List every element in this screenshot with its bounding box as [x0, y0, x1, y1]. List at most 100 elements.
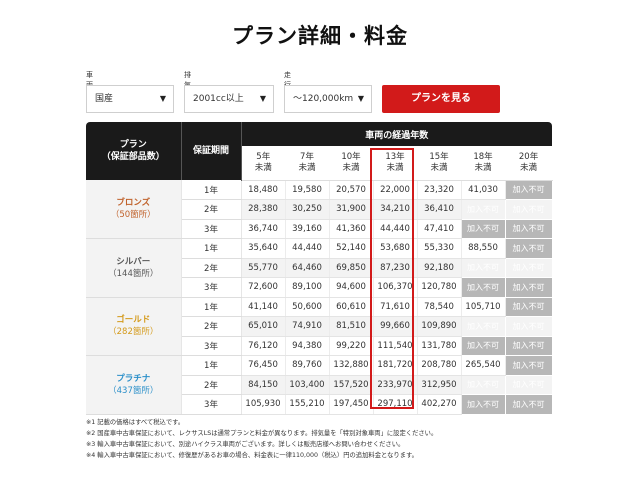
caret-down-icon: ▼	[259, 94, 266, 103]
page-title: プラン詳細・料金	[232, 24, 408, 48]
price-cell: 99,660	[373, 316, 418, 337]
price-cell: 30,250	[285, 199, 330, 220]
plan-name: プラチナ	[116, 373, 151, 384]
price-cell: 36,410	[417, 199, 462, 220]
period-header: 保証期間	[181, 122, 242, 180]
price-cell: 72,600	[241, 277, 286, 298]
price-cell: 92,180	[417, 258, 462, 278]
period-cell: 2年	[181, 316, 242, 337]
mileage-filter: 走行距離 ～120,000km ▼	[284, 70, 372, 113]
period-cell: 1年	[181, 297, 242, 317]
price-cell: 44,440	[373, 219, 418, 239]
price-cell: 65,010	[241, 316, 286, 337]
not-available-cell: 加入不可	[461, 219, 506, 239]
table-row: 3年 36,740 39,160 41,360 44,440 47,410 加入不可 加入不可	[86, 219, 553, 239]
price-cell: 88,550	[461, 238, 506, 259]
period-cell: 2年	[181, 258, 242, 278]
table-row: 3年 72,600 89,100 94,600 106,370 120,780 加入不可 加入…	[86, 277, 553, 298]
price-cell: 312,950	[417, 375, 462, 395]
price-cell: 53,680	[373, 238, 418, 259]
price-cell: 103,400	[285, 375, 330, 395]
not-available-cell: 加入不可	[461, 258, 506, 278]
price-cell: 52,140	[329, 238, 374, 259]
footnotes: ※1 記載の価格はすべて税込です。 ※2 国産車中古車保証において、レクサスLS…	[86, 417, 566, 461]
plan-header: プラン （保証部品数）	[86, 122, 182, 180]
price-cell: 41,360	[329, 219, 374, 239]
price-cell: 31,900	[329, 199, 374, 220]
vehicle-class-select[interactable]: 国産 ▼	[86, 85, 174, 113]
price-cell: 109,890	[417, 316, 462, 337]
table-row: 3年 105,930 155,210 197,450 297,110 402,270 加入不…	[86, 394, 553, 415]
year-column-header: 7年 未満	[285, 146, 329, 181]
price-cell: 89,100	[285, 277, 330, 298]
price-cell: 41,030	[461, 180, 506, 200]
not-available-cell: 加入不可	[461, 394, 506, 415]
period-cell: 3年	[181, 219, 242, 239]
plan-name: ブロンズ	[116, 198, 151, 208]
caret-down-icon: ▼	[357, 94, 364, 103]
not-available-cell: 加入不可	[505, 394, 553, 415]
price-cell: 22,000	[373, 180, 418, 200]
not-available-cell: 加入不可	[505, 219, 553, 239]
period-cell: 2年	[181, 199, 242, 220]
price-cell: 155,210	[285, 394, 330, 415]
price-cell: 34,210	[373, 199, 418, 220]
price-cell: 60,610	[329, 297, 374, 317]
table-row: 2年 84,150 103,400 157,520 233,970 312,950 加入不可…	[86, 375, 553, 395]
price-cell: 208,780	[417, 355, 462, 376]
view-plan-button[interactable]: プランを見る	[382, 85, 500, 113]
period-cell: 3年	[181, 336, 242, 356]
price-cell: 47,410	[417, 219, 462, 239]
period-cell: 1年	[181, 355, 242, 376]
price-table-container: プラン （保証部品数） 保証期間 車両の経過年数 5年 未満 7年 未満 10年 未…	[86, 122, 553, 415]
not-available-cell: 加入不可	[461, 375, 506, 395]
price-cell: 19,580	[285, 180, 330, 200]
price-cell: 69,850	[329, 258, 374, 278]
price-cell: 99,220	[329, 336, 374, 356]
plan-parts-count: （282箇所）	[108, 327, 159, 338]
price-cell: 94,380	[285, 336, 330, 356]
table-row: 2年 28,380 30,250 31,900 34,210 36,410 加入不可 加入不可	[86, 199, 553, 220]
year-column-header: 10年 未満	[329, 146, 373, 181]
footnote: ※2 国産車中古車保証において、レクサスLSは通常プランと料金が異なります。排気…	[86, 430, 438, 437]
price-cell: 71,610	[373, 297, 418, 317]
price-cell: 76,120	[241, 336, 286, 356]
vehicle-class-label: 車両区分	[86, 71, 93, 109]
years-header: 車両の経過年数	[241, 122, 553, 146]
table-row: 3年 76,120 94,380 99,220 111,540 131,780 加入不可 加入…	[86, 336, 553, 356]
price-cell: 81,510	[329, 316, 374, 337]
not-available-cell: 加入不可	[461, 277, 506, 298]
price-cell: 132,880	[329, 355, 374, 376]
price-cell: 87,230	[373, 258, 418, 278]
price-cell: 197,450	[329, 394, 374, 415]
not-available-cell: 加入不可	[505, 238, 553, 259]
price-cell: 78,540	[417, 297, 462, 317]
price-cell: 23,320	[417, 180, 462, 200]
year-column-header: 5年 未満	[241, 146, 285, 181]
plan-parts-count: （50箇所）	[110, 210, 156, 220]
plan-parts-count: （144箇所）	[108, 268, 159, 279]
price-table: プラン （保証部品数） 保証期間 車両の経過年数 5年 未満 7年 未満 10年 未…	[86, 122, 553, 415]
year-column-header: 20年 未満	[505, 146, 553, 181]
not-available-cell: 加入不可	[505, 297, 553, 317]
period-cell: 2年	[181, 375, 242, 395]
not-available-cell: 加入不可	[461, 199, 506, 220]
footnote: ※4 輸入車中古車保証において、修復歴があるお車の場合、料金表に一律110,00…	[86, 452, 418, 459]
table-row: 2年 65,010 74,910 81,510 99,660 109,890 加入不可 加入不…	[86, 316, 553, 337]
price-cell: 105,930	[241, 394, 286, 415]
price-cell: 39,160	[285, 219, 330, 239]
not-available-cell: 加入不可	[505, 258, 553, 278]
price-cell: 76,450	[241, 355, 286, 376]
price-cell: 94,600	[329, 277, 374, 298]
plan-name-cell: プラチナ （437箇所）	[86, 355, 182, 415]
mileage-select[interactable]: ～120,000km ▼	[284, 85, 372, 113]
not-available-cell: 加入不可	[505, 199, 553, 220]
mileage-label: 走行距離	[284, 71, 291, 109]
price-cell: 233,970	[373, 375, 418, 395]
plan-name: シルバー	[116, 256, 151, 267]
price-cell: 84,150	[241, 375, 286, 395]
displacement-select[interactable]: 2001cc以上 ▼	[184, 85, 274, 113]
plan-name-cell: シルバー （144箇所）	[86, 238, 182, 298]
not-available-cell: 加入不可	[505, 355, 553, 376]
table-row: ゴールド （282箇所） 1年 41,140 50,600 60,610 71,610 78,…	[86, 297, 553, 356]
